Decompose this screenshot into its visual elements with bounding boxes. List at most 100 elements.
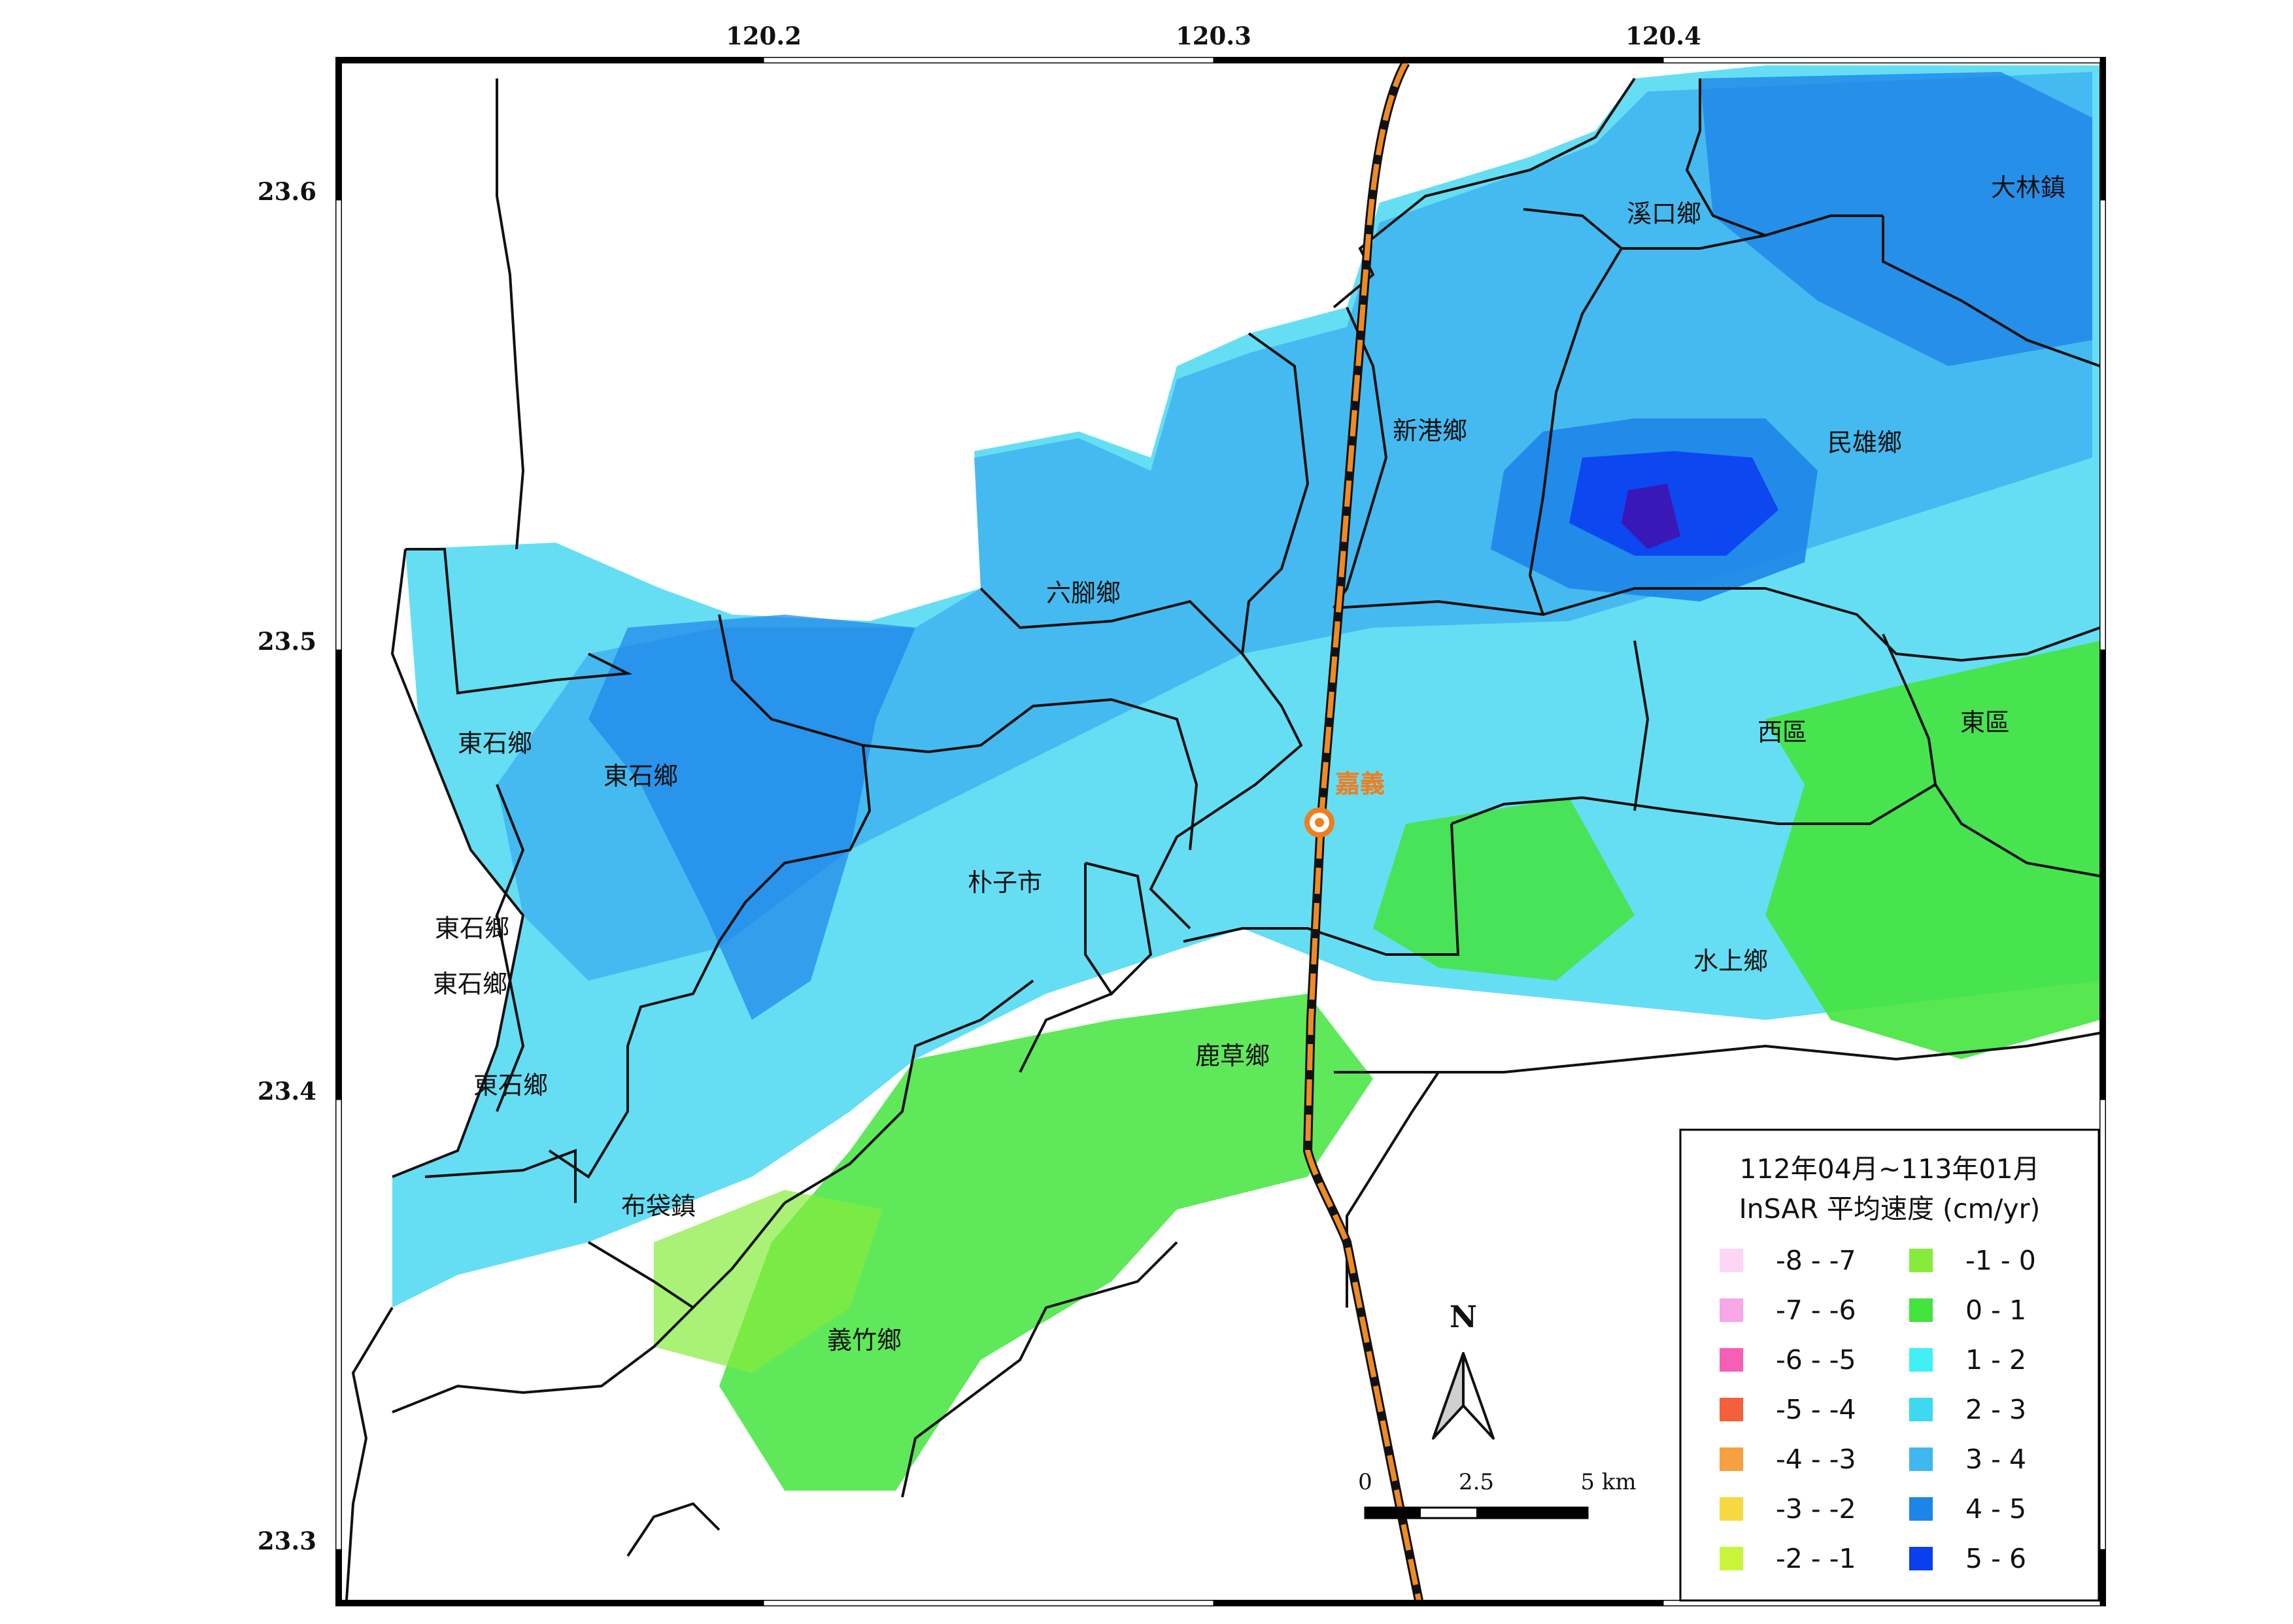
boundary-line	[1334, 1032, 2101, 1074]
frame-bar	[2099, 199, 2106, 651]
frame-bar	[335, 649, 342, 1100]
city-marker-dot	[1315, 818, 1324, 827]
lat-tick-label: 23.6	[258, 177, 316, 206]
town-label-dongshi-4: 東石鄉	[433, 970, 507, 998]
raster-yellowgreen-south	[654, 1190, 883, 1373]
boundary-line	[1084, 862, 1153, 996]
city-label: 嘉義	[1335, 770, 1385, 798]
north-arrow-icon	[1432, 1352, 1465, 1440]
raster-green-south	[719, 994, 1373, 1491]
boundary-line	[424, 1149, 577, 1203]
frame-bar	[1213, 1600, 1664, 1606]
scale-bar-segment	[1365, 1508, 1421, 1518]
lat-tick-label: 23.4	[258, 1077, 316, 1106]
town-label-liujiao: 六腳鄉	[1046, 579, 1121, 607]
legend-swatch	[1909, 1398, 1933, 1421]
legend-swatch	[1720, 1398, 1743, 1421]
lon-tick-label: 120.4	[1625, 22, 1701, 50]
frame-bar	[1663, 57, 2106, 63]
frame-bar	[2099, 649, 2106, 1100]
boundary-line	[1685, 78, 1766, 237]
legend-label: -8 - -7	[1776, 1245, 1856, 1276]
north-arrow: N	[1432, 1299, 1495, 1440]
raster-green-southeast	[1765, 641, 2100, 1059]
town-label-minxiong: 民雄鄉	[1827, 428, 1902, 457]
legend-swatch	[1909, 1447, 1933, 1471]
boundary-line	[1149, 332, 1310, 930]
frame-bar	[335, 1600, 764, 1606]
town-label-xingang: 新港鄉	[1393, 416, 1467, 445]
frame-bar	[335, 1099, 342, 1550]
town-label-dalin: 大林鎮	[1991, 173, 2065, 202]
legend-title-units: InSAR 平均速度 (cm/yr)	[1739, 1193, 2041, 1225]
raster-blue-west	[588, 615, 915, 1020]
legend-box	[1679, 1128, 2100, 1602]
boundary-line	[405, 548, 633, 695]
town-label-lucao: 鹿草鄉	[1195, 1041, 1270, 1070]
frame-bar	[335, 1549, 342, 1606]
legend-label: -3 - -2	[1776, 1493, 1856, 1525]
lat-tick-label: 23.3	[258, 1527, 316, 1555]
frame-bar	[763, 1600, 1214, 1606]
scale-label-mid: 2.5	[1459, 1469, 1494, 1495]
frame-bar	[1213, 57, 1664, 63]
boundary-line	[1333, 587, 2101, 662]
boundary-line	[1523, 208, 1883, 250]
town-label-dongshi-5: 東石鄉	[473, 1071, 548, 1100]
legend-label: -1 - 0	[1965, 1245, 2036, 1276]
boundary-line	[626, 1502, 721, 1557]
legend-label: -7 - -6	[1776, 1294, 1856, 1326]
legend-label: -4 - -3	[1776, 1444, 1856, 1475]
legend-swatch	[1720, 1497, 1743, 1521]
legend-items: -8 - -7 -7 - -6 -6 - -5 -5 - -4 -4 - -3 -3 - …	[1720, 1245, 2036, 1574]
town-label-dongshi-2: 東石鄉	[603, 762, 678, 790]
township-labels: 溪口鄉 大林鎮 新港鄉 民雄鄉 六腳鄉 東石鄉 東石鄉 東石鄉 東石鄉 東石鄉 …	[433, 173, 2065, 1355]
frame-ticks	[335, 57, 2106, 1606]
boundary-line	[495, 784, 525, 1112]
boundary-line	[390, 549, 525, 1178]
legend-swatch	[1720, 1447, 1743, 1471]
legend-label: 2 - 3	[1965, 1394, 2026, 1425]
boundary-line	[587, 1241, 694, 1309]
scale-bar-segment	[1476, 1508, 1588, 1518]
raster-deepblue-core	[1569, 451, 1778, 556]
frame-bar	[2099, 1549, 2106, 1606]
town-label-dongshi-3: 東石鄉	[435, 914, 509, 943]
raster-purple-core	[1622, 484, 1680, 549]
legend-swatch	[1909, 1348, 1933, 1372]
legend-swatch	[1909, 1249, 1933, 1272]
boundary-line	[1333, 77, 1636, 309]
legend-label: 0 - 1	[1965, 1294, 2026, 1326]
railway	[1302, 60, 1423, 1602]
township-boundaries	[345, 77, 2101, 1601]
town-label-dongshi-1: 東石鄉	[458, 729, 532, 758]
legend-swatch	[1720, 1348, 1743, 1372]
frame-bar	[2099, 57, 2106, 201]
legend-swatch	[1720, 1298, 1743, 1322]
legend-swatch	[1909, 1497, 1933, 1521]
legend-swatch	[1909, 1298, 1933, 1322]
legend-title-period: 112年04月~113年01月	[1739, 1153, 2039, 1185]
boundary-line	[345, 1306, 394, 1601]
boundary-line	[1183, 823, 1460, 956]
lon-tick-label: 120.2	[726, 22, 802, 50]
north-label: N	[1450, 1299, 1477, 1334]
lon-tick-label: 120.3	[1176, 22, 1251, 50]
legend-label: 3 - 4	[1965, 1444, 2026, 1475]
town-label-east-district: 東區	[1960, 708, 2010, 737]
town-label-budai: 布袋鎮	[621, 1192, 696, 1221]
legend: 112年04月~113年01月 InSAR 平均速度 (cm/yr) -8 - …	[1679, 1128, 2100, 1602]
scale-label-zero: 0	[1358, 1469, 1372, 1495]
boundary-line	[548, 745, 872, 1179]
boundary-line	[718, 614, 1198, 851]
boundary-line	[392, 1202, 786, 1413]
town-label-puzi: 朴子市	[968, 868, 1042, 897]
boundary-line	[783, 979, 1034, 1204]
town-label-xikou: 溪口鄉	[1627, 199, 1701, 228]
map-frame	[335, 57, 2106, 1606]
legend-swatch	[1909, 1547, 1933, 1570]
boundary-line	[1019, 992, 1112, 1073]
boundary-line	[1451, 783, 1937, 825]
